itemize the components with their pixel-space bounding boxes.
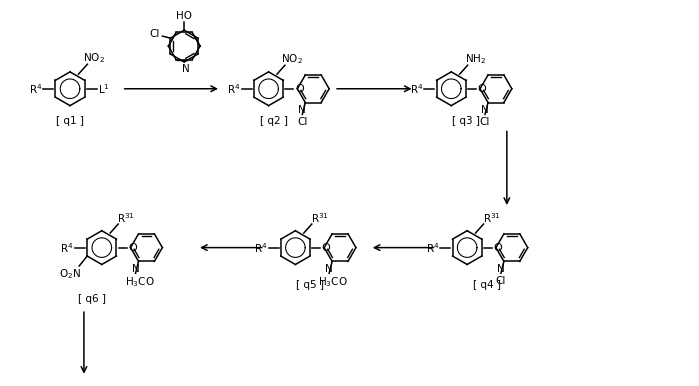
Text: H$_3$CO: H$_3$CO xyxy=(318,275,348,289)
Text: N: N xyxy=(131,264,139,274)
Text: N: N xyxy=(182,64,190,74)
Text: Cl: Cl xyxy=(480,117,490,127)
Text: O: O xyxy=(295,84,304,94)
Text: NO$_2$: NO$_2$ xyxy=(83,51,106,65)
Text: [ q5 ]: [ q5 ] xyxy=(296,280,324,290)
Text: R$^4$: R$^4$ xyxy=(29,82,42,96)
Text: [ q6 ]: [ q6 ] xyxy=(78,294,106,304)
Text: R$^{31}$: R$^{31}$ xyxy=(482,211,500,225)
Text: [ q2 ]: [ q2 ] xyxy=(259,115,287,125)
Text: [ q4 ]: [ q4 ] xyxy=(473,280,501,290)
Text: Cl: Cl xyxy=(297,117,308,127)
Text: O: O xyxy=(128,243,137,252)
Text: Cl: Cl xyxy=(496,276,506,286)
Text: N: N xyxy=(298,105,306,115)
Text: R$^4$: R$^4$ xyxy=(227,82,240,96)
Text: O$_2$N: O$_2$N xyxy=(59,267,81,281)
Text: NO$_2$: NO$_2$ xyxy=(281,52,303,66)
Text: [ q1 ]: [ q1 ] xyxy=(56,115,84,125)
Text: L$^1$: L$^1$ xyxy=(98,82,110,96)
Text: R$^4$: R$^4$ xyxy=(410,82,424,96)
Text: R$^4$: R$^4$ xyxy=(254,241,268,254)
Text: N: N xyxy=(481,105,489,115)
Text: Cl: Cl xyxy=(150,29,160,39)
Text: H$_3$CO: H$_3$CO xyxy=(124,275,154,289)
Text: R$^{31}$: R$^{31}$ xyxy=(311,211,329,225)
Text: N: N xyxy=(325,264,333,274)
Text: [ q3 ]: [ q3 ] xyxy=(452,115,480,125)
Text: O: O xyxy=(477,84,487,94)
Text: O: O xyxy=(322,243,331,252)
Text: N: N xyxy=(497,264,505,274)
Text: R$^4$: R$^4$ xyxy=(426,241,439,254)
Text: O: O xyxy=(493,243,503,252)
Text: HO: HO xyxy=(176,11,192,21)
Text: R$^{31}$: R$^{31}$ xyxy=(117,211,135,225)
Text: NH$_2$: NH$_2$ xyxy=(465,52,486,66)
Text: R$^4$: R$^4$ xyxy=(60,241,74,254)
